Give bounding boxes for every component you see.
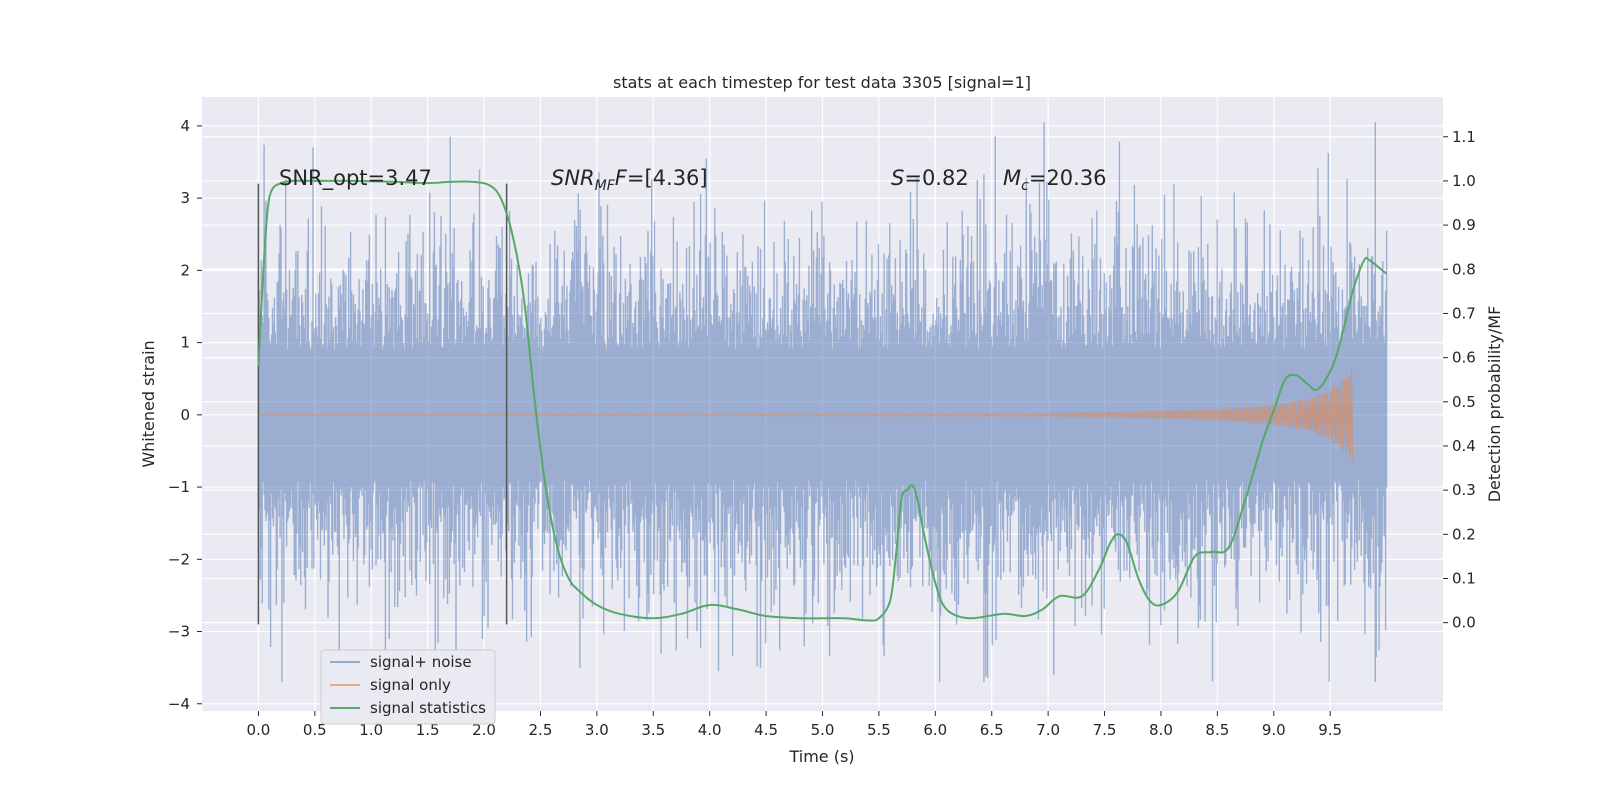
x-tick-label: 7.5 — [1093, 721, 1117, 739]
snr-mf-f: F — [615, 166, 628, 190]
x-axis-label: Time (s) — [788, 747, 854, 766]
legend: signal+ noise signal only signal statist… — [320, 649, 496, 725]
right-y-tick-labels: 1.1 1.0 0.9 0.8 0.7 0.6 0.5 0.4 0.3 0.2 0.1 0.0 — [1443, 128, 1476, 632]
legend-box — [320, 649, 496, 725]
x-tick-label: 9.0 — [1262, 721, 1286, 739]
mc-label: M — [1003, 166, 1021, 190]
x-tick-label: 5.0 — [811, 721, 835, 739]
legend-label-statistics: signal statistics — [370, 699, 486, 717]
left-y-tick-label: −3 — [168, 623, 190, 641]
vertical-markers — [257, 183, 508, 625]
right-y-tick-label: 0.0 — [1452, 614, 1476, 632]
right-y-tick-label: 0.3 — [1452, 481, 1476, 499]
right-y-tick-label: 0.9 — [1452, 216, 1476, 234]
x-tick-label: 1.0 — [359, 721, 383, 739]
left-y-tick-label: 0 — [180, 406, 190, 424]
annotation-snr-opt: SNR_opt=3.47 — [279, 166, 432, 191]
right-y-tick-label: 0.4 — [1452, 437, 1476, 455]
left-y-tick-label: 1 — [180, 334, 190, 352]
signal-statistics-line — [257, 179, 1388, 622]
x-tick-label: 6.5 — [980, 721, 1004, 739]
x-tick-label: 7.0 — [1036, 721, 1060, 739]
x-tick-label: 2.5 — [529, 721, 553, 739]
signal-only-series — [258, 369, 1354, 462]
x-tick-label: 0.5 — [303, 721, 327, 739]
legend-label-signal: signal only — [370, 676, 451, 694]
x-tick-labels: 0.0 0.5 1.0 1.5 2.0 2.5 3.0 3.5 4.0 4.5 5.0 5.5 6.0 6… — [246, 711, 1342, 739]
left-y-tick-label: −1 — [168, 478, 190, 496]
statistics-series — [257, 179, 1388, 622]
x-tick-label: 1.5 — [416, 721, 440, 739]
x-tick-label: 8.5 — [1205, 721, 1229, 739]
left-y-axis-label: Whitened strain — [139, 340, 158, 467]
x-tick-label: 8.0 — [1149, 721, 1173, 739]
right-y-axis-label: Detection probability/MF — [1485, 306, 1504, 503]
x-tick-label: 0.0 — [246, 721, 270, 739]
right-y-tick-label: 0.1 — [1452, 569, 1476, 587]
left-y-tick-label: −2 — [168, 550, 190, 568]
mc-value: =20.36 — [1029, 166, 1107, 190]
x-tick-label: 6.0 — [923, 721, 947, 739]
x-tick-label: 4.0 — [698, 721, 722, 739]
s-value: =0.82 — [904, 166, 968, 190]
left-y-tick-label: 3 — [180, 189, 190, 207]
left-y-tick-label: 2 — [180, 261, 190, 279]
s-label: S — [891, 166, 904, 190]
right-y-tick-label: 1.0 — [1452, 172, 1476, 190]
x-tick-label: 5.5 — [867, 721, 891, 739]
left-y-tick-label: −4 — [168, 695, 190, 713]
annotation-snr-mf: SNRMFF=[4.36] — [551, 166, 708, 194]
right-y-tick-label: 0.8 — [1452, 260, 1476, 278]
legend-label-noise: signal+ noise — [370, 653, 472, 671]
snr-mf-label: SNR — [551, 166, 595, 190]
x-tick-label: 9.5 — [1318, 721, 1342, 739]
x-tick-label: 3.0 — [585, 721, 609, 739]
snr-mf-subscript: MF — [595, 178, 616, 194]
right-y-tick-label: 0.6 — [1452, 349, 1476, 367]
mc-subscript: c — [1021, 178, 1029, 194]
chart-title: stats at each timestep for test data 330… — [613, 73, 1031, 92]
snr-mf-value: =[4.36] — [627, 166, 708, 190]
right-y-tick-label: 0.2 — [1452, 525, 1476, 543]
annotation-mc: Mc=20.36 — [1003, 166, 1107, 194]
signal-only-trace — [258, 369, 1354, 462]
right-y-tick-label: 0.7 — [1452, 304, 1476, 322]
right-y-tick-label: 1.1 — [1452, 128, 1476, 146]
right-y-tick-label: 0.5 — [1452, 393, 1476, 411]
left-y-tick-label: 4 — [180, 117, 190, 135]
x-tick-label: 2.0 — [472, 721, 496, 739]
x-tick-label: 4.5 — [754, 721, 778, 739]
annotation-s: S=0.82 — [891, 166, 969, 190]
x-tick-label: 3.5 — [641, 721, 665, 739]
left-y-tick-labels: 4 3 2 1 0 −1 −2 −3 −4 — [168, 117, 202, 713]
